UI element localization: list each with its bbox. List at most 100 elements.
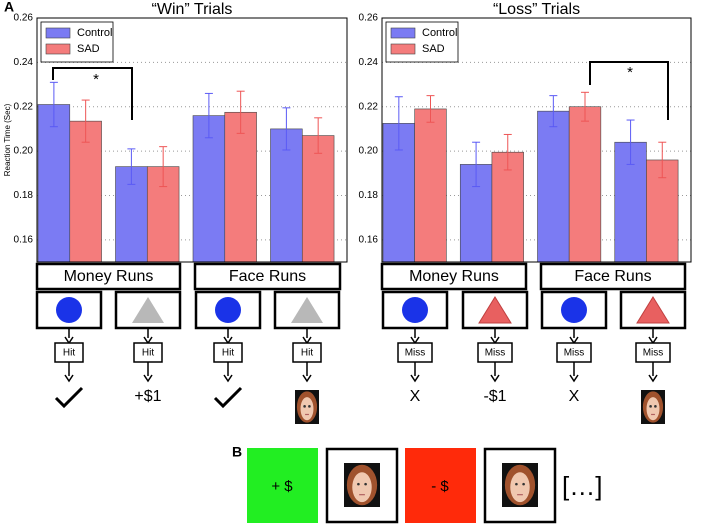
error-bar	[81, 99, 90, 143]
arrow-head	[64, 374, 74, 383]
arrow-head	[410, 374, 420, 383]
outcome-label: -$1	[483, 388, 506, 405]
error-bar	[626, 119, 635, 165]
y-tick-label: 0.26	[14, 13, 34, 24]
response-label: Miss	[405, 348, 426, 359]
arrow-head	[223, 374, 233, 383]
face-image	[502, 463, 538, 507]
bar	[414, 108, 447, 263]
error-bar	[658, 141, 667, 179]
error-bar	[49, 81, 58, 128]
error-bar	[472, 141, 481, 188]
response-label: Hit	[222, 348, 234, 359]
face-image	[295, 390, 319, 424]
error-bar	[503, 133, 512, 171]
error-bar	[314, 117, 323, 154]
cue-triangle	[132, 297, 164, 323]
loss-cue	[405, 448, 476, 523]
error-bar	[204, 92, 213, 139]
cue-circle	[215, 297, 241, 323]
face-image	[641, 390, 665, 424]
legend-swatch	[45, 43, 71, 55]
y-tick-label: 0.20	[359, 146, 379, 157]
bar	[537, 110, 570, 263]
y-tick-label: 0.26	[359, 13, 379, 24]
cue-triangle	[636, 296, 670, 324]
response-label: Hit	[63, 348, 75, 359]
face-eye	[522, 482, 525, 486]
significance-star: *	[93, 71, 99, 88]
arrow-head	[569, 374, 579, 383]
plot-frame	[381, 17, 692, 263]
run-label: Face Runs	[229, 268, 306, 285]
outcome-label: X	[569, 388, 580, 405]
response-label: Miss	[485, 348, 506, 359]
error-bar	[236, 90, 245, 134]
loss-cue-label: - $	[431, 478, 449, 495]
error-bar	[159, 146, 168, 188]
response-label: Hit	[142, 348, 154, 359]
bar	[568, 106, 602, 263]
bar	[224, 111, 257, 263]
y-tick-label: 0.22	[14, 101, 34, 112]
arrow-head	[143, 374, 153, 383]
legend-swatch	[390, 43, 416, 55]
gain-cue-label: + $	[271, 478, 293, 495]
legend-label: Control	[422, 27, 457, 39]
error-bar	[581, 91, 590, 122]
significance-bracket	[589, 61, 669, 120]
outcome-label: X	[410, 388, 421, 405]
arrow-head	[302, 374, 312, 383]
legend-swatch	[390, 27, 416, 39]
legend-label: SAD	[422, 43, 445, 55]
response-label: Miss	[643, 348, 664, 359]
cue-triangle	[291, 297, 323, 323]
bar	[270, 128, 303, 263]
response-label: Miss	[564, 348, 585, 359]
cue-circle	[402, 297, 428, 323]
y-tick-label: 0.20	[14, 146, 34, 157]
error-bar	[282, 107, 291, 151]
face-eye	[303, 405, 306, 408]
panel-label: B	[232, 444, 242, 460]
chart-title: “Win” Trials	[152, 1, 233, 18]
significance-bracket	[52, 67, 133, 120]
run-box	[539, 262, 687, 291]
gain-cue	[247, 448, 318, 523]
error-bar	[127, 148, 136, 185]
run-box	[35, 262, 182, 291]
error-bar	[549, 95, 558, 128]
face-skin	[352, 472, 372, 503]
legend-label: SAD	[77, 43, 100, 55]
face-eye	[364, 482, 367, 486]
run-label: Money Runs	[64, 268, 154, 285]
panel-label: A	[4, 0, 14, 15]
face-eye	[308, 405, 311, 408]
run-label: Face Runs	[574, 268, 651, 285]
ellipsis: […]	[562, 471, 602, 501]
cue-triangle	[478, 296, 512, 324]
legend-swatch	[45, 27, 71, 39]
y-tick-label: 0.24	[14, 57, 34, 68]
bar	[37, 104, 71, 263]
bar	[192, 115, 226, 263]
error-bar	[394, 96, 403, 151]
face-eye	[654, 405, 657, 408]
y-tick-label: 0.24	[359, 57, 379, 68]
face-skin	[510, 472, 530, 503]
response-label: Hit	[301, 348, 313, 359]
y-tick-label: 0.16	[359, 234, 379, 245]
arrow-head	[648, 374, 658, 383]
y-axis-label: Reaction Time (Sec)	[3, 103, 12, 176]
outcome-label: +$1	[134, 388, 161, 405]
bar	[69, 120, 102, 263]
bar	[301, 135, 335, 263]
run-label: Money Runs	[409, 268, 499, 285]
checkmark	[213, 386, 243, 409]
face-skin	[300, 397, 314, 421]
face-eye	[357, 482, 360, 486]
face-eye	[649, 405, 652, 408]
face-image	[344, 463, 380, 507]
cue-circle	[56, 297, 82, 323]
